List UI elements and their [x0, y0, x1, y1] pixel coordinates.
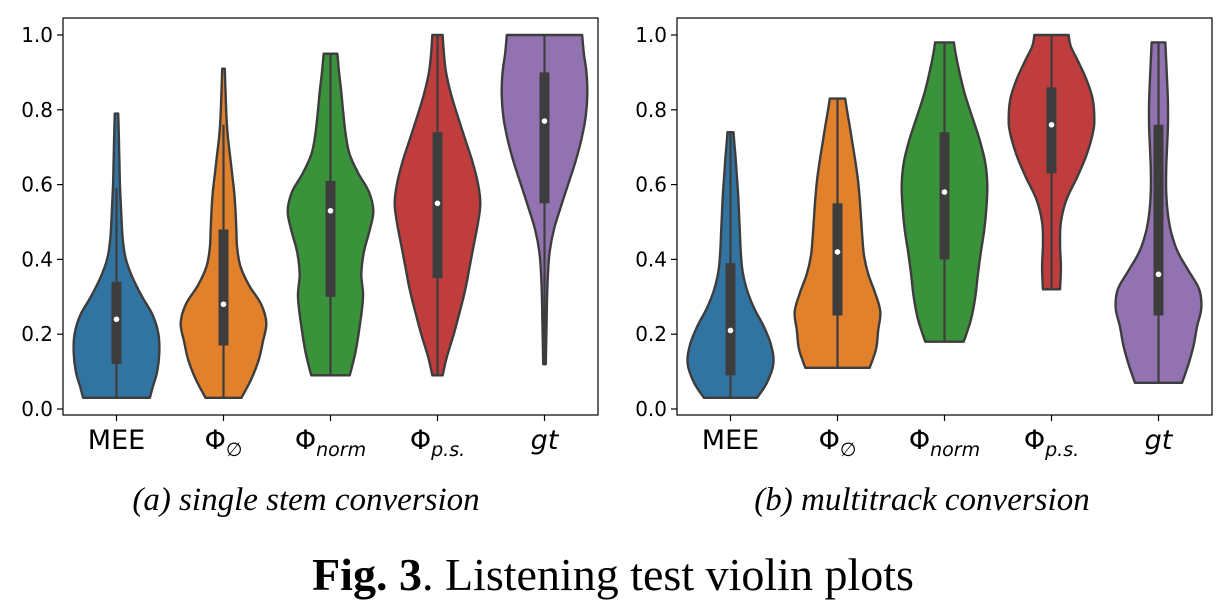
- violin-median-dot: [941, 189, 948, 195]
- y-tick-label: 0.8: [21, 98, 53, 122]
- violin-4: [1007, 33, 1096, 291]
- x-tick-label: MEE: [88, 425, 145, 456]
- violin-5: [500, 33, 589, 366]
- figure-caption: Fig. 3. Listening test violin plots: [312, 549, 914, 600]
- violin-iqr-box: [832, 203, 843, 316]
- y-tick-label: 0.6: [21, 173, 53, 197]
- y-tick-label: 0.2: [21, 322, 53, 346]
- violin-median-dot: [1048, 121, 1055, 128]
- violin-iqr-box: [1153, 124, 1164, 316]
- y-tick-label: 0.8: [635, 98, 667, 122]
- x-tick-label: Φnorm: [295, 425, 366, 461]
- chart-panels: 0.0 0.2 0.4 0.6 0.8 1.0 MEE Φ∅ Φnorm Φp.s. gt (a) s…: [21, 17, 1213, 518]
- violin-5: [1114, 41, 1203, 385]
- x-tick-label: Φp.s.: [1024, 425, 1079, 461]
- violin-iqr-box: [325, 180, 336, 297]
- violin-1: [72, 112, 161, 399]
- violin-median-dot: [1155, 271, 1162, 278]
- panel-caption: (b) multitrack conversion: [754, 482, 1089, 518]
- x-tick-label: Φnorm: [909, 425, 980, 461]
- violin-iqr-box: [1046, 87, 1057, 174]
- panel-caption: (a) single stem conversion: [132, 482, 479, 518]
- violin-median-dot: [220, 301, 227, 308]
- x-tick-label: Φ∅: [205, 425, 243, 461]
- violin-median-dot: [327, 207, 334, 214]
- violin-median-dot: [541, 118, 548, 124]
- y-tick-label: 0.0: [635, 397, 667, 421]
- violin-iqr-box: [111, 281, 122, 365]
- y-tick-label: 1.0: [21, 23, 53, 47]
- x-tick-label: Φp.s.: [410, 425, 465, 461]
- figure-label: Fig. 3: [312, 549, 422, 600]
- x-tick-label: Φ∅: [819, 425, 857, 461]
- violin-iqr-box: [539, 72, 550, 204]
- violin-chart-1: 0.0 0.2 0.4 0.6 0.8 1.0 MEE Φ∅ Φnorm Φp.s. gt (a) s…: [21, 17, 599, 518]
- y-tick-label: 0.4: [635, 247, 667, 271]
- violin-4: [393, 33, 482, 377]
- y-tick-label: 0.4: [21, 247, 53, 271]
- y-tick-label: 0.6: [635, 173, 667, 197]
- violin-3: [900, 41, 989, 343]
- violin-1: [686, 131, 775, 399]
- violin-iqr-box: [725, 263, 736, 376]
- violin-median-dot: [727, 327, 734, 334]
- violin-median-dot: [434, 200, 441, 207]
- figure-caption-text: . Listening test violin plots: [422, 549, 914, 600]
- violin-2: [793, 97, 882, 370]
- violin-median-dot: [113, 316, 120, 323]
- violin-2: [179, 67, 268, 399]
- y-tick-label: 1.0: [635, 23, 667, 47]
- violin-median-dot: [834, 249, 841, 255]
- violin-chart-2: 0.0 0.2 0.4 0.6 0.8 1.0 MEE Φ∅ Φnorm Φp.s. gt (b) m…: [635, 17, 1213, 518]
- violin-iqr-box: [218, 229, 229, 346]
- x-tick-label: MEE: [702, 425, 759, 456]
- y-tick-label: 0.0: [21, 397, 53, 421]
- x-tick-label: gt: [1145, 425, 1174, 456]
- x-tick-label: gt: [531, 425, 560, 456]
- violin-iqr-box: [939, 132, 950, 260]
- y-tick-label: 0.2: [635, 322, 667, 346]
- violin-3: [286, 52, 375, 377]
